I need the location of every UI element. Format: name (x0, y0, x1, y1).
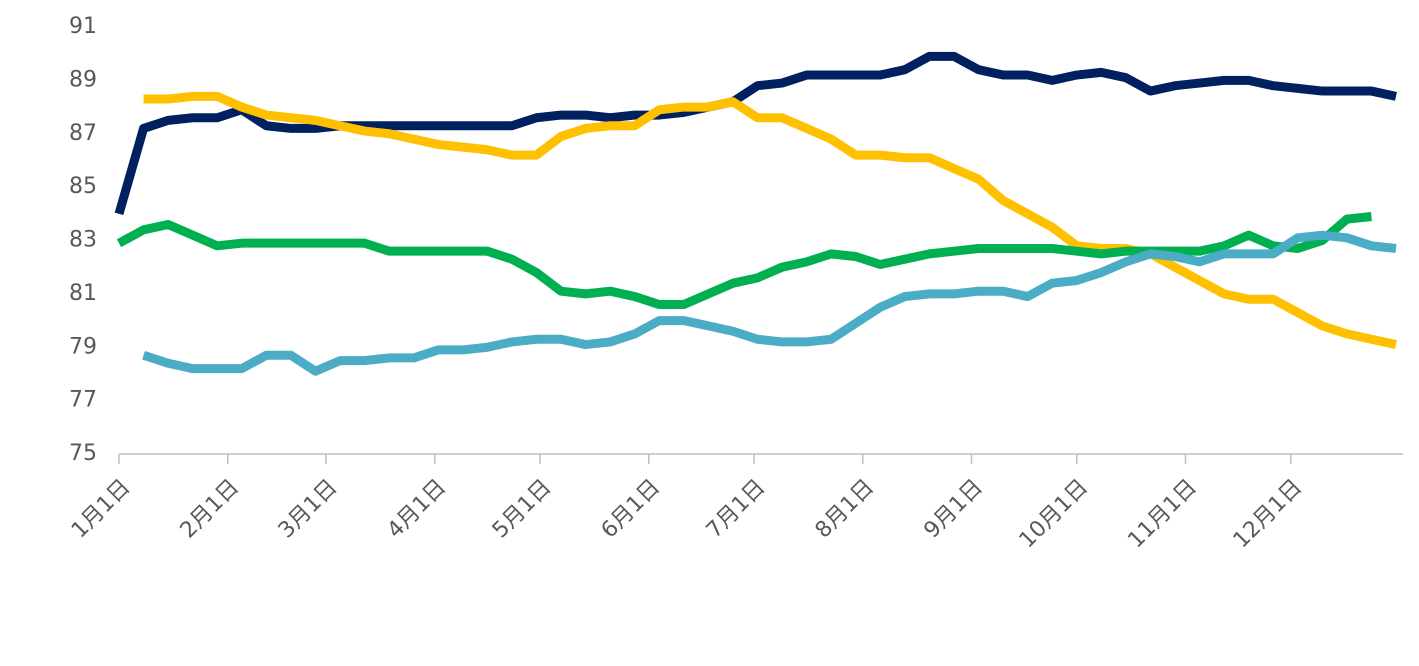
series-line (114, 51, 1397, 216)
series-line (143, 91, 1397, 349)
y-tick-label: 87 (69, 121, 97, 146)
y-tick-label: 83 (69, 228, 97, 253)
x-tick-label: 4月1日 (383, 475, 452, 544)
x-tick-label: 12月1日 (1229, 475, 1307, 553)
y-tick-label: 79 (69, 334, 97, 359)
series-line (142, 230, 1397, 376)
x-tick-label: 11月1日 (1123, 475, 1201, 553)
y-tick-label: 75 (69, 441, 97, 466)
y-tick-label: 81 (69, 281, 97, 306)
x-tick-label: 9月1日 (919, 475, 988, 544)
y-tick-label: 91 (69, 14, 97, 39)
x-tick-label: 3月1日 (274, 475, 343, 544)
x-tick-label: 2月1日 (176, 475, 245, 544)
y-tick-label: 77 (69, 388, 97, 413)
x-tick-label: 8月1日 (811, 475, 880, 544)
x-tick-label: 5月1日 (488, 475, 557, 544)
y-tick-label: 85 (69, 174, 97, 199)
x-tick-label: 1月1日 (67, 475, 136, 544)
y-tick-label: 89 (69, 67, 97, 92)
x-tick-label: 7月1日 (702, 475, 771, 544)
x-tick-label: 10月1日 (1015, 475, 1093, 553)
x-tick-label: 6月1日 (597, 475, 666, 544)
